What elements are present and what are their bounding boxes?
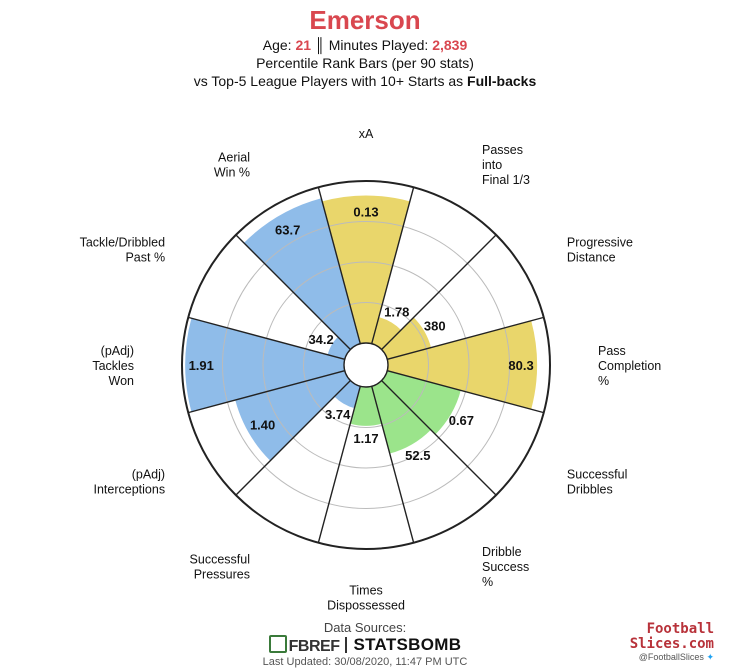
age-label: Age: [262, 37, 292, 53]
value-label-9: 1.91 [189, 358, 214, 373]
header-line-2: Percentile Rank Bars (per 90 stats) [256, 55, 474, 71]
brand-handle: @FootballSlices ✦ [630, 652, 714, 663]
value-label-3: 80.3 [508, 358, 533, 373]
value-label-2: 380 [424, 318, 446, 333]
category-labels-layer: xA Passes into Final 1/3 Progressive Distance… [80, 127, 662, 613]
category-label-8: (pAdj) Interceptions [94, 468, 166, 497]
bars-layer [185, 195, 538, 461]
age-value: 21 [295, 37, 312, 53]
value-label-1: 1.78 [384, 305, 409, 320]
spoke-0 [317, 187, 361, 344]
outer-ring [181, 180, 551, 550]
value-label-4: 0.67 [449, 413, 474, 428]
spoke-8 [235, 380, 351, 496]
minutes-value: 2,839 [432, 37, 468, 53]
header-line-3: vs Top-5 League Players with 10+ Starts … [0, 72, 730, 90]
spoke-9 [188, 370, 345, 414]
spoke-6 [371, 386, 415, 543]
value-labels-layer: 0.13 1.78 380 80.3 0.67 52.5 1.173.74 1.40 1.91 3… [189, 205, 534, 463]
separator: ║ [314, 37, 325, 53]
source-logos: FBREF STATSBOMB [0, 634, 730, 656]
grid-ring-50 [262, 261, 470, 469]
spoke-5 [381, 380, 497, 496]
sources-title: Data Sources: [323, 620, 407, 635]
fbref-mark-icon [268, 634, 287, 653]
bar-3 [387, 320, 538, 410]
spoke-10 [188, 316, 345, 360]
statsbomb-logo: STATSBOMB [353, 635, 462, 654]
player-name: Emerson [309, 5, 421, 35]
category-label-11: Aerial Win % [214, 151, 250, 180]
bar-4 [381, 370, 461, 435]
spoke-7 [317, 386, 361, 543]
value-label-5: 52.5 [405, 448, 430, 463]
spoke-1 [371, 187, 415, 344]
category-label-0: xA [359, 127, 374, 141]
brand-line-1: Football [646, 621, 714, 637]
bar-2 [381, 317, 432, 360]
category-label-3: Pass Completion% [598, 344, 661, 388]
spoke-3 [387, 316, 544, 360]
logo-divider [345, 637, 348, 653]
chart-header: Emerson Age: 21 ║ Minutes Played: 2,839 … [0, 4, 730, 90]
bar-9 [185, 318, 345, 412]
bar-7 [334, 380, 361, 409]
category-label-2: Progressive Distance [567, 236, 633, 265]
data-sources: Data Sources: FBREF STATSBOMB Last Updat… [0, 620, 730, 669]
value-label-11: 63.7 [275, 222, 300, 237]
value-label-10: 34.2 [308, 332, 333, 347]
brand-line-2: Slices.com [629, 636, 714, 652]
header-line-1: Age: 21 ║ Minutes Played: 2,839 [0, 36, 730, 54]
spoke-4 [387, 370, 544, 414]
category-label-9: (pAdj) Tackles Won [92, 344, 134, 388]
value-label-0: 0.13 [353, 205, 378, 220]
position-text: Full-backs [467, 73, 537, 89]
category-label-1: Passes into Final 1/3 [482, 143, 530, 187]
bar-8 [235, 370, 351, 461]
category-label-10: Tackle/Dribbled Past % [80, 236, 166, 265]
grid-ring-75 [222, 221, 510, 509]
value-label-6: 1.17 [353, 431, 378, 446]
bar-1 [371, 317, 402, 350]
last-updated: Last Updated: 30/08/2020, 11:47 PM UTC [262, 656, 468, 668]
twitter-bird-icon: ✦ [706, 652, 714, 662]
minutes-label: Minutes Played: [328, 37, 429, 53]
category-label-5: Dribble Success% [482, 545, 529, 589]
spoke-2 [381, 234, 497, 350]
category-label-7: Successful Pressures [190, 552, 250, 581]
fbref-logo: FBREF [268, 634, 340, 656]
inner-ring [343, 342, 389, 388]
value-label-7: 3.74 [325, 407, 351, 422]
bar-10 [327, 336, 351, 360]
brand-block: Football Slices.com @FootballSlices ✦ [630, 622, 714, 663]
comparison-text: vs Top-5 League Players with 10+ Starts … [193, 73, 464, 89]
grid-ring-25 [303, 302, 429, 428]
category-label-6: Times Dispossessed [327, 584, 405, 613]
bar-0 [322, 195, 410, 344]
grid-layer [181, 180, 551, 550]
value-label-8: 1.40 [250, 418, 275, 433]
fbref-text: FBREF [288, 637, 340, 655]
spoke-11 [235, 234, 351, 350]
category-label-4: Successful Dribbles [567, 468, 627, 497]
brand-handle-text: @FootballSlices [638, 652, 704, 662]
